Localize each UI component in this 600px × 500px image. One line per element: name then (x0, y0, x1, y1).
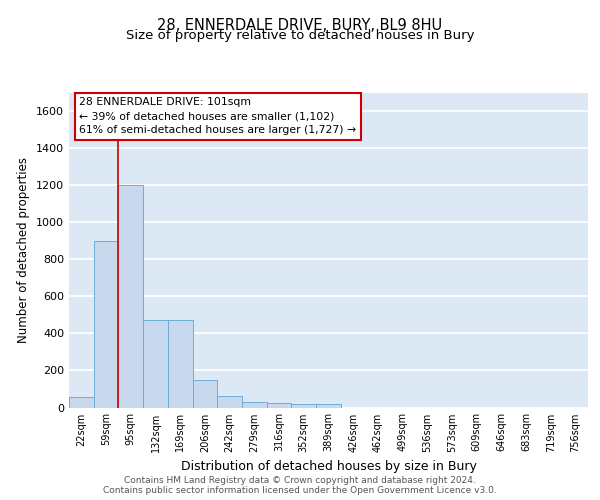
Text: Contains HM Land Registry data © Crown copyright and database right 2024.
Contai: Contains HM Land Registry data © Crown c… (103, 476, 497, 495)
Bar (118, 185, 143, 408)
Bar (316, 404, 341, 407)
Bar (143, 320, 168, 408)
Text: 28, ENNERDALE DRIVE, BURY, BL9 8HU: 28, ENNERDALE DRIVE, BURY, BL9 8HU (157, 18, 443, 32)
Text: 28 ENNERDALE DRIVE: 101sqm
← 39% of detached houses are smaller (1,102)
61% of s: 28 ENNERDALE DRIVE: 101sqm ← 39% of deta… (79, 97, 356, 135)
Y-axis label: Number of detached properties: Number of detached properties (17, 157, 31, 343)
Bar (242, 402, 267, 407)
Bar (168, 320, 193, 408)
Bar (94, 240, 118, 408)
Bar (217, 396, 242, 407)
Text: Size of property relative to detached houses in Bury: Size of property relative to detached ho… (126, 29, 474, 42)
Bar (292, 404, 316, 407)
Bar (193, 380, 217, 407)
Bar (267, 403, 292, 407)
X-axis label: Distribution of detached houses by size in Bury: Distribution of detached houses by size … (181, 460, 476, 473)
Bar (69, 398, 94, 407)
